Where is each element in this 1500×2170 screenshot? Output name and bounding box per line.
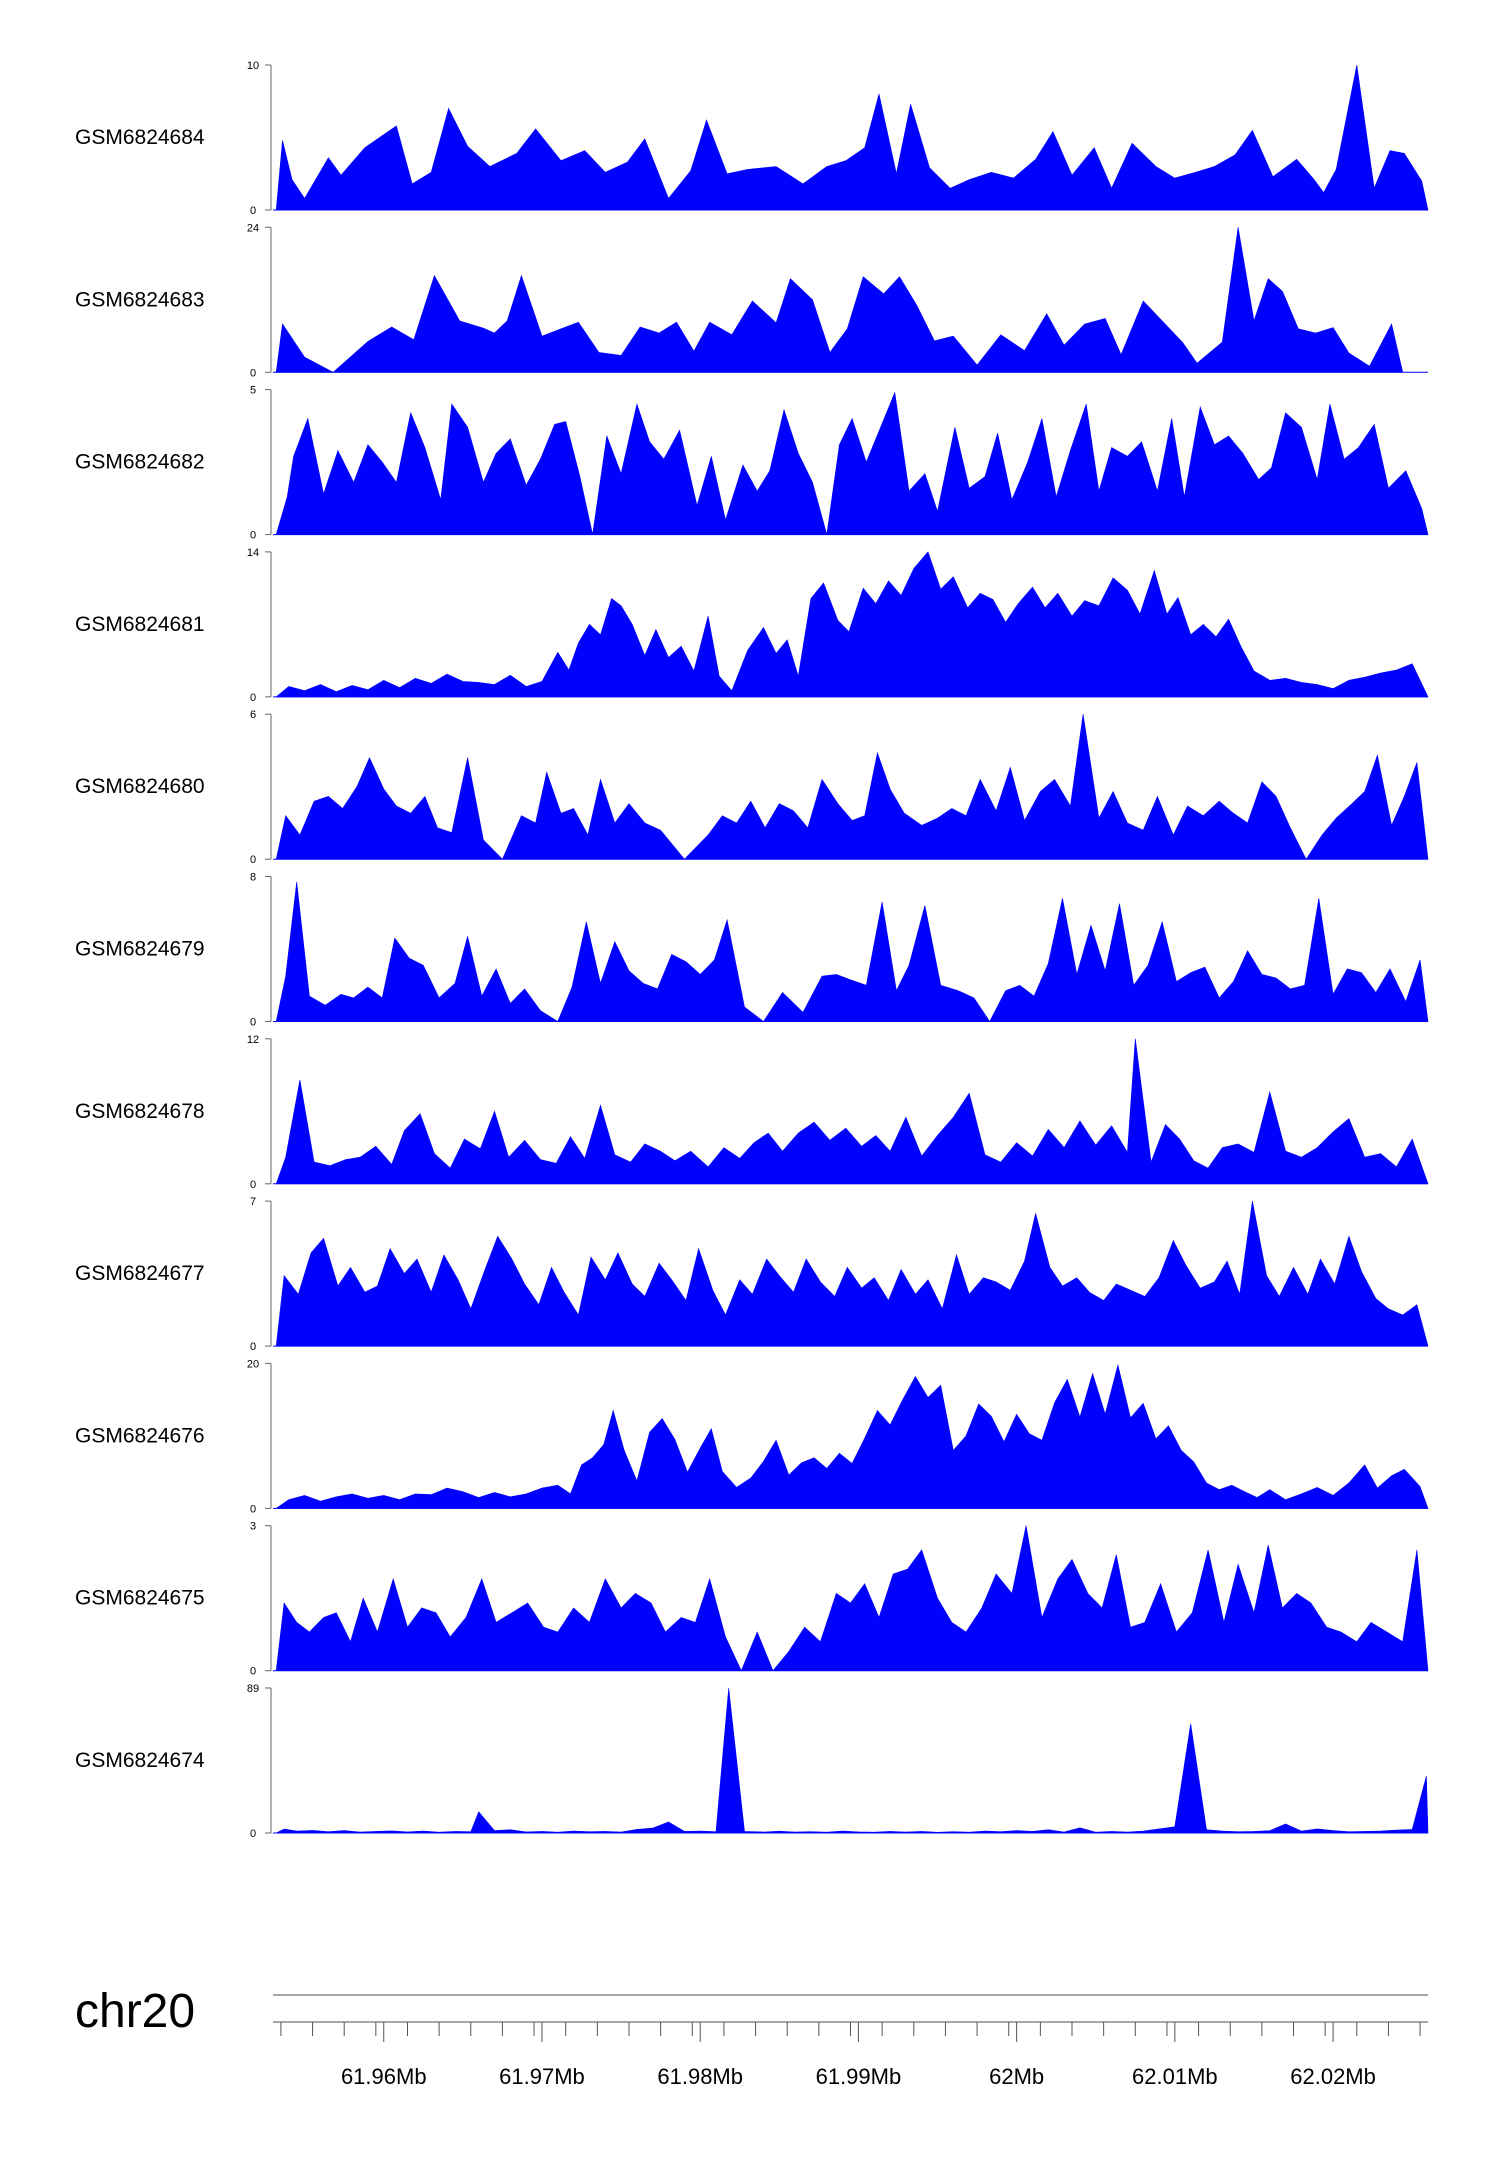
ylim-min-label: 0 (250, 1017, 256, 1029)
coverage-area (275, 1525, 1429, 1672)
track-label: GSM6824677 (75, 1262, 205, 1285)
ylim-max-label: 89 (247, 1683, 259, 1695)
coverage-area (275, 881, 1429, 1023)
ylim-min-label: 0 (250, 1503, 256, 1515)
ylim-min-label: 0 (250, 1828, 256, 1840)
track-label: GSM6824678 (75, 1100, 205, 1123)
track: GSM6824682 5 0 (75, 385, 1429, 542)
x-tick-label: 62.02Mb (1290, 2064, 1376, 2089)
track: GSM6824679 8 0 (75, 872, 1429, 1029)
track: GSM6824680 6 0 (75, 709, 1429, 866)
track: GSM6824674 89 0 (75, 1683, 1429, 1840)
track-label: GSM6824675 (75, 1587, 205, 1610)
tracks-layer: GSM6824684100GSM6824683240GSM682468250GS… (75, 60, 1429, 1840)
ylim-min-label: 0 (250, 530, 256, 542)
coverage-area (275, 1364, 1429, 1509)
track-label: GSM6824681 (75, 613, 205, 636)
ylim-max-label: 24 (247, 222, 259, 234)
ylim-max-label: 7 (250, 1196, 256, 1208)
ylim-max-label: 12 (247, 1034, 259, 1046)
track-label: GSM6824674 (75, 1749, 205, 1772)
ylim-max-label: 6 (250, 709, 256, 721)
coverage-area (275, 64, 1429, 211)
track: GSM6824681 14 0 (75, 547, 1429, 704)
ylim-max-label: 8 (250, 872, 256, 884)
track-label: GSM6824684 (75, 126, 205, 149)
ylim-min-label: 0 (250, 1179, 256, 1191)
track-label: GSM6824680 (75, 775, 205, 798)
ylim-min-label: 0 (250, 1341, 256, 1353)
x-tick-label: 62.01Mb (1132, 2064, 1218, 2089)
x-tick-label: 61.96Mb (341, 2064, 427, 2089)
x-tick-label: 61.99Mb (816, 2064, 902, 2089)
x-tick-label: 61.97Mb (499, 2064, 585, 2089)
track: GSM6824675 3 0 (75, 1521, 1429, 1678)
ylim-max-label: 3 (250, 1521, 256, 1533)
ylim-max-label: 5 (250, 385, 256, 397)
ylim-min-label: 0 (250, 205, 256, 217)
ylim-min-label: 0 (250, 367, 256, 379)
track: GSM6824677 7 0 (75, 1196, 1429, 1353)
track-label: GSM6824683 (75, 288, 205, 311)
track: GSM6824684 10 0 (75, 60, 1429, 217)
coverage-area (275, 391, 1429, 535)
ylim-max-label: 10 (247, 60, 259, 72)
track: GSM6824683 24 0 (75, 222, 1428, 379)
track: GSM6824678 12 0 (75, 1034, 1429, 1191)
coverage-area (275, 1038, 1429, 1185)
genome-axis: chr20 61.96Mb 61.97Mb 61.98Mb 61.99Mb 62Mb 62… (75, 1985, 1428, 2089)
coverage-area (275, 1201, 1429, 1347)
coverage-area (275, 551, 1429, 698)
coverage-area (276, 1687, 1429, 1834)
track-label: GSM6824682 (75, 451, 205, 474)
ylim-min-label: 0 (250, 692, 256, 704)
chromosome-label: chr20 (75, 1985, 195, 2038)
ylim-min-label: 0 (250, 854, 256, 866)
x-tick-label: 62Mb (989, 2064, 1044, 2089)
track-label: GSM6824676 (75, 1424, 205, 1447)
ylim-max-label: 14 (247, 547, 259, 559)
x-tick-label: 61.98Mb (657, 2064, 743, 2089)
track-label: GSM6824679 (75, 938, 205, 961)
coverage-area (275, 227, 1404, 373)
track: GSM6824676 20 0 (75, 1358, 1429, 1515)
ylim-max-label: 20 (247, 1358, 259, 1370)
coverage-area (275, 714, 1429, 860)
ylim-min-label: 0 (250, 1666, 256, 1678)
